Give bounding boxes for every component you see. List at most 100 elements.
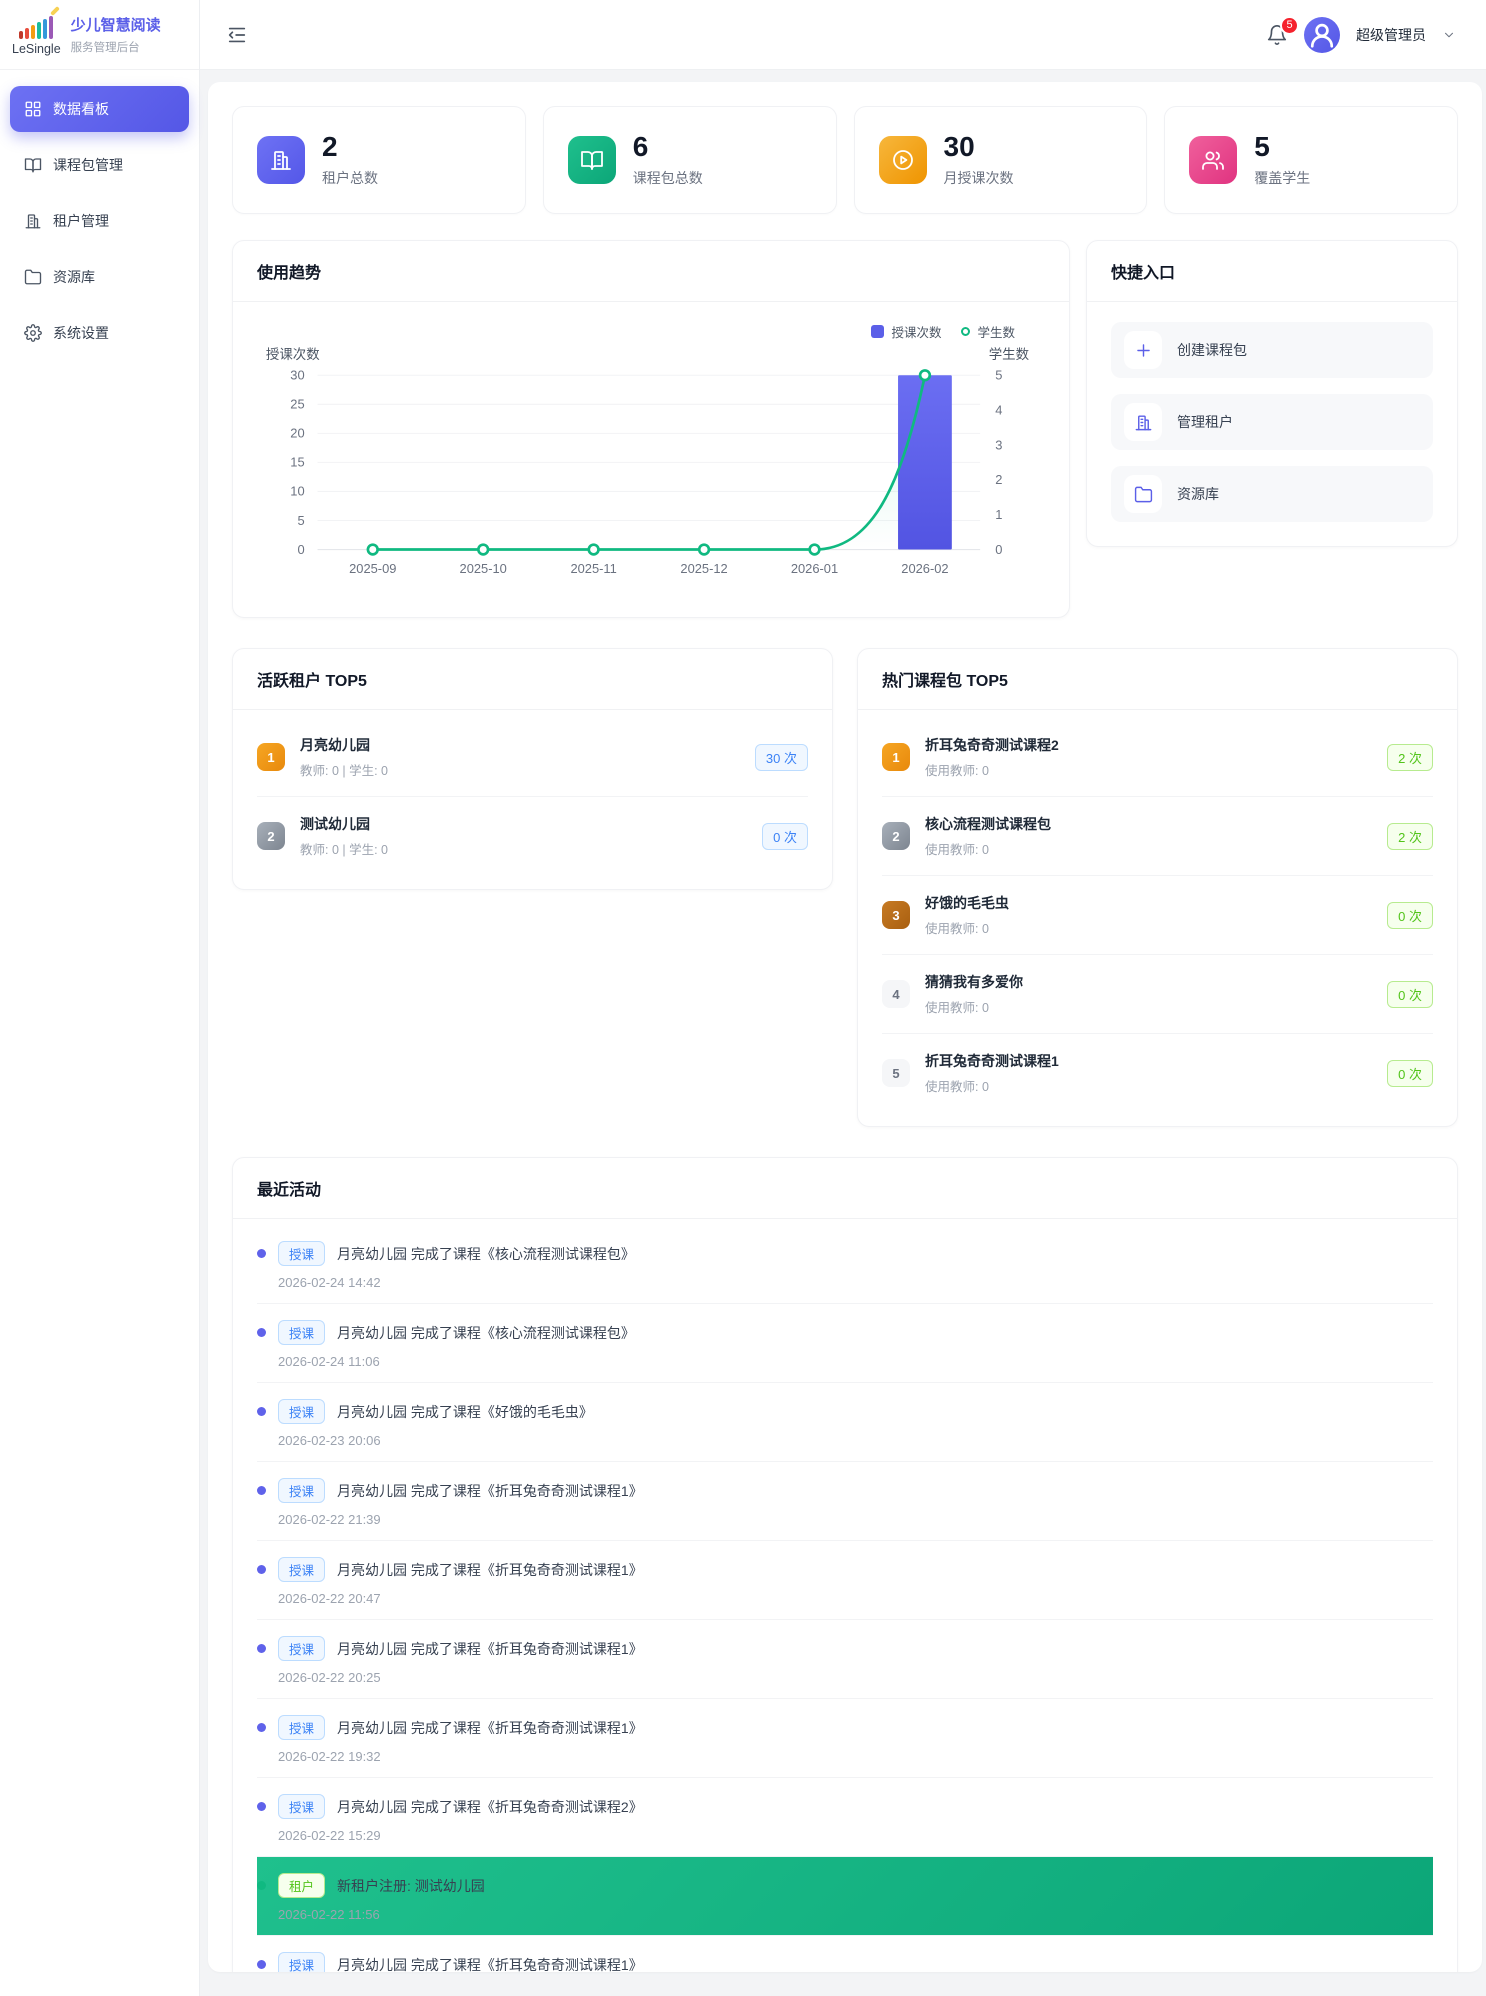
sidebar-item[interactable]: 课程包管理 — [10, 142, 189, 188]
course-meta: 使用教师: 0 — [925, 843, 989, 858]
quick-entry-card: 快捷入口 创建课程包 管理租户 — [1086, 240, 1458, 548]
svg-text:10: 10 — [290, 484, 304, 499]
recent-activity-list: 授课 月亮幼儿园 完成了课程《核心流程测试课程包》 2026-02-24 14:… — [233, 1219, 1457, 1972]
svg-text:0: 0 — [995, 542, 1002, 557]
usage-count-badge: 0 次 — [762, 822, 808, 850]
hot-courses-title: 热门课程包 TOP5 — [858, 649, 1457, 711]
activity-row: 授课 月亮幼儿园 完成了课程《核心流程测试课程包》 2026-02-24 14:… — [257, 1225, 1433, 1305]
quick-entry-label: 创建课程包 — [1177, 342, 1247, 359]
stat-label: 课程包总数 — [632, 170, 703, 187]
usage-count-badge: 2 次 — [1387, 822, 1433, 850]
tenant-name: 月亮幼儿园 — [300, 737, 370, 754]
user-icon — [1304, 17, 1340, 53]
legend-entry[interactable]: 授课次数 — [871, 322, 941, 341]
rank-badge: 1 — [882, 743, 910, 772]
app-title: 少儿智慧阅读 — [70, 17, 161, 34]
brand-logo: LeSingle — [12, 6, 61, 56]
activity-time: 2026-02-24 11:06 — [278, 1354, 380, 1370]
activity-text: 月亮幼儿园 完成了课程《好饿的毛毛虫》 — [337, 1403, 593, 1420]
legend-entry[interactable]: 学生数 — [961, 322, 1015, 341]
svg-text:授课次数: 授课次数 — [266, 348, 320, 363]
avatar[interactable] — [1304, 16, 1340, 53]
usage-trend-chart: 0 5 10 15 20 25 30 0 1 2 3 4 5 授课次数 学生数 2025-09 2025-10 2… — [253, 343, 1049, 595]
course-row: 3 好饿的毛毛虫 使用教师: 0 0 次 — [882, 876, 1433, 956]
stat-card: 2 租户总数 — [232, 106, 526, 215]
dashboard-panel: 2 租户总数 6 课程包总数 30 — [208, 82, 1482, 1972]
svg-text:2026-01: 2026-01 — [791, 562, 838, 577]
quick-entry-icon-glyph — [1134, 413, 1153, 432]
activity-text: 月亮幼儿园 完成了课程《折耳兔奇奇测试课程1》 — [337, 1561, 643, 1578]
svg-text:2: 2 — [995, 473, 1002, 488]
activity-time: 2026-02-22 15:29 — [278, 1828, 381, 1844]
stat-icon-glyph — [269, 148, 293, 172]
tenant-row: 2 测试幼儿园 教师: 0 | 学生: 0 0 次 — [257, 797, 808, 875]
sidebar: LeSingle 少儿智慧阅读 服务管理后台 数据看板 课程包管理 租户管理 — [0, 0, 200, 1996]
sidebar-item[interactable]: 资源库 — [10, 254, 189, 300]
svg-text:4: 4 — [995, 403, 1002, 418]
sidebar-collapse-icon[interactable] — [226, 24, 248, 46]
stat-value: 2 — [322, 131, 338, 162]
course-name: 猜猜我有多爱你 — [925, 974, 1023, 991]
chevron-down-icon[interactable] — [1442, 28, 1456, 42]
course-name: 折耳兔奇奇测试课程1 — [925, 1053, 1059, 1070]
activity-time: 2026-02-22 20:47 — [278, 1591, 381, 1607]
activity-text: 月亮幼儿园 完成了课程《折耳兔奇奇测试课程1》 — [337, 1640, 643, 1657]
usage-count-badge: 2 次 — [1387, 743, 1433, 771]
usage-trend-card: 使用趋势 授课次数 学生数 0 5 10 15 20 25 30 0 1 2 3 4 5 授课次数 学生数 20… — [232, 240, 1070, 619]
stat-value: 5 — [1254, 131, 1270, 162]
usage-count-badge: 0 次 — [1387, 1059, 1433, 1087]
sidebar-item[interactable]: 数据看板 — [10, 86, 189, 132]
stat-icon-glyph — [891, 148, 915, 172]
sidebar-item[interactable]: 系统设置 — [10, 310, 189, 356]
sidebar-item[interactable]: 租户管理 — [10, 198, 189, 244]
app-subtitle: 服务管理后台 — [70, 42, 140, 54]
activity-type-tag: 授课 — [278, 1399, 326, 1425]
sidebar-item-icon — [24, 156, 42, 174]
svg-text:25: 25 — [290, 397, 304, 412]
activity-dot — [257, 1328, 266, 1338]
notifications-button[interactable]: 5 — [1266, 15, 1299, 46]
user-name[interactable]: 超级管理员 — [1356, 26, 1426, 43]
row-trend-quick: 使用趋势 授课次数 学生数 0 5 10 15 20 25 30 0 1 2 3 4 5 授课次数 学生数 20… — [232, 240, 1458, 619]
brand-area: LeSingle 少儿智慧阅读 服务管理后台 — [0, 0, 199, 70]
quick-entry-item[interactable]: 资源库 — [1111, 466, 1433, 523]
activity-type-tag: 授课 — [278, 1557, 326, 1583]
quick-entry-label: 管理租户 — [1177, 414, 1233, 431]
active-tenants-card: 活跃租户 TOP5 1 月亮幼儿园 教师: 0 | 学生: 0 30 次 2 — [232, 648, 833, 891]
activity-text: 新租户注册: 测试幼儿园 — [337, 1877, 485, 1894]
quick-entry-item[interactable]: 创建课程包 — [1111, 322, 1433, 379]
notification-count-badge: 5 — [1280, 15, 1299, 35]
course-row: 4 猜猜我有多爱你 使用教师: 0 0 次 — [882, 955, 1433, 1035]
sidebar-item-icon — [24, 100, 42, 118]
stat-label: 覆盖学生 — [1254, 170, 1311, 187]
activity-time: 2026-02-23 20:06 — [278, 1433, 381, 1449]
activity-text: 月亮幼儿园 完成了课程《折耳兔奇奇测试课程1》 — [337, 1719, 643, 1736]
stat-card: 5 覆盖学生 — [1164, 106, 1458, 215]
svg-text:3: 3 — [995, 438, 1002, 453]
course-meta: 使用教师: 0 — [925, 922, 989, 937]
usage-count-badge: 0 次 — [1387, 901, 1433, 929]
brand-name: LeSingle — [12, 42, 61, 56]
activity-row: 租户 新租户注册: 测试幼儿园 2026-02-22 11:56 — [257, 1857, 1433, 1937]
legend-bar-marker — [871, 325, 885, 339]
svg-text:20: 20 — [290, 426, 304, 441]
activity-text: 月亮幼儿园 完成了课程《折耳兔奇奇测试课程2》 — [337, 1798, 643, 1815]
activity-type-tag: 授课 — [278, 1320, 326, 1346]
svg-text:2025-12: 2025-12 — [680, 562, 727, 577]
legend-line-marker — [961, 327, 971, 337]
brand-text: 少儿智慧阅读 服务管理后台 — [71, 14, 161, 55]
logo-bars-icon — [19, 6, 61, 39]
activity-type-tag: 授课 — [278, 1636, 326, 1662]
usage-trend-title: 使用趋势 — [233, 241, 1069, 303]
sidebar-item-label: 租户管理 — [53, 213, 109, 229]
activity-text: 月亮幼儿园 完成了课程《折耳兔奇奇测试课程1》 — [337, 1956, 643, 1972]
stat-icon — [257, 136, 305, 185]
rank-badge: 4 — [882, 980, 910, 1009]
svg-text:2025-10: 2025-10 — [460, 562, 507, 577]
course-meta: 使用教师: 0 — [925, 1080, 989, 1095]
stat-icon-glyph — [580, 148, 604, 172]
sidebar-item-icon — [24, 212, 42, 230]
stat-icon — [567, 136, 616, 185]
quick-entry-item[interactable]: 管理租户 — [1111, 394, 1433, 451]
quick-entry-icon — [1124, 475, 1162, 514]
